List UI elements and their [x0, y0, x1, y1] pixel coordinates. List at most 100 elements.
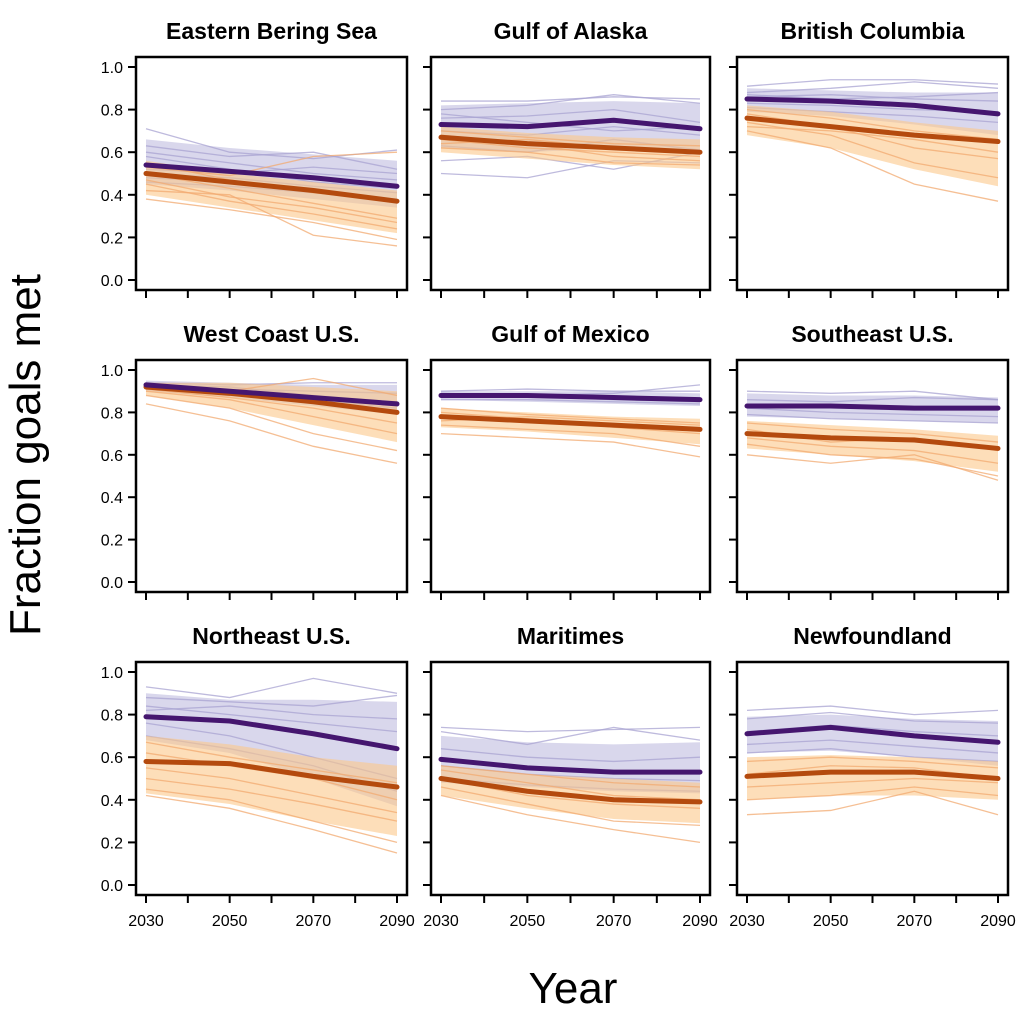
sim-line-high	[746, 407, 999, 418]
sim-line-low	[145, 788, 398, 844]
y-tick-label: 0.2	[101, 230, 123, 247]
y-tick-label: 0.0	[101, 575, 123, 592]
sim-line-high	[145, 705, 398, 720]
plot-area	[143, 677, 400, 854]
mean-line-high	[438, 756, 703, 775]
sim-line-high	[746, 94, 999, 102]
panel: Eastern Bering Sea 0.0 0.2 0.4 0.6 0.8 1.0	[101, 18, 409, 298]
sim-line-low	[145, 403, 398, 464]
sim-line-low	[440, 424, 701, 447]
sim-line-low	[746, 437, 999, 464]
y-tick-label: 0.6	[101, 448, 123, 465]
plot-area	[143, 128, 400, 247]
y-tick-label: 0.2	[101, 835, 123, 852]
sim-line-low	[145, 777, 398, 822]
sim-line-low	[440, 147, 701, 166]
sim-line-high	[145, 677, 398, 699]
sim-line-high	[441, 96, 701, 102]
mean-line-low	[143, 171, 400, 204]
panel-title: Newfoundland	[793, 623, 951, 649]
mean-line-low	[438, 776, 703, 805]
sim-line-high	[746, 739, 999, 754]
mean-line-low	[744, 431, 1001, 451]
plot-area	[744, 79, 1001, 202]
sim-line-low	[440, 407, 701, 424]
panel-title: Northeast U.S.	[192, 623, 350, 649]
mean-line-high	[744, 403, 1001, 411]
sim-line-low	[746, 777, 999, 788]
panel: Newfoundland 2030 2050 2070 2090	[729, 623, 1016, 930]
y-tick-label: 0.4	[101, 188, 123, 205]
sim-line-low	[145, 198, 398, 241]
sim-line-low	[145, 394, 398, 452]
sim-line-low	[746, 125, 999, 153]
mean-line-high	[744, 96, 1001, 117]
x-tick-label: 2070	[897, 913, 933, 930]
y-tick-label: 0.0	[101, 878, 123, 895]
plot-area	[438, 94, 703, 179]
sim-line-high	[746, 91, 999, 100]
x-tick-label: 2090	[379, 913, 415, 930]
y-tick-label: 0.8	[101, 708, 123, 725]
sim-line-high	[746, 396, 999, 403]
sim-line-high	[440, 726, 701, 746]
band-low	[747, 420, 998, 472]
panel-title: Gulf of Alaska	[494, 18, 648, 44]
mean-line-low	[744, 115, 1001, 145]
sim-line-low	[440, 786, 701, 827]
mean-line-high	[744, 724, 1001, 745]
sim-line-high	[440, 108, 701, 124]
sim-line-low	[440, 432, 701, 458]
sim-line-high	[145, 151, 398, 181]
sim-line-low	[746, 108, 999, 141]
y-tick-label: 0.2	[101, 533, 123, 550]
y-tick-label: 0.8	[101, 405, 123, 422]
x-tick-label: 2070	[296, 913, 332, 930]
plot-area	[744, 390, 1001, 481]
sim-line-high	[746, 81, 999, 94]
panel: Southeast U.S.	[729, 321, 1010, 600]
x-tick-label: 2030	[729, 913, 765, 930]
sim-line-low	[145, 183, 398, 230]
sim-line-low	[746, 756, 999, 769]
panel: Maritimes 2030 2050 2070 2090	[423, 623, 718, 930]
sim-line-low	[440, 794, 701, 844]
y-axis-title: Fraction goals met	[1, 274, 50, 636]
sim-line-high	[440, 388, 700, 392]
sim-line-high	[746, 711, 999, 724]
mean-line-high	[143, 382, 400, 407]
mean-line-high	[438, 117, 703, 132]
panel-title: Eastern Bering Sea	[166, 18, 377, 44]
mean-line-low	[143, 758, 400, 790]
sim-line-high	[440, 94, 701, 111]
x-tick-label: 2030	[423, 913, 459, 930]
sim-line-low	[746, 130, 999, 202]
sim-line-high	[440, 748, 701, 763]
x-tick-label: 2090	[682, 913, 718, 930]
y-tick-label: 1.0	[101, 363, 123, 380]
x-tick-label: 2070	[596, 913, 632, 930]
sim-line-low	[145, 172, 398, 219]
sim-line-low	[746, 786, 999, 801]
y-tick-label: 1.0	[101, 60, 123, 77]
plot-area	[438, 726, 703, 844]
y-tick-label: 0.4	[101, 490, 123, 507]
mean-line-high	[143, 714, 400, 752]
sim-line-low	[145, 767, 398, 814]
sim-line-high	[746, 413, 999, 424]
plot-area	[744, 705, 1001, 816]
panel-title: Southeast U.S.	[791, 321, 953, 347]
mean-line-high	[143, 162, 400, 189]
sim-line-low	[145, 741, 398, 784]
sim-line-low	[746, 422, 999, 443]
y-tick-label: 0.6	[101, 145, 123, 162]
sim-line-high	[441, 399, 701, 405]
y-tick-label: 0.6	[101, 750, 123, 767]
sim-line-high	[746, 79, 999, 87]
panel: West Coast U.S. 0.0 0.2 0.4 0.6 0.8 1.0	[101, 321, 409, 600]
sim-line-low	[145, 388, 398, 424]
panel-title: Gulf of Mexico	[491, 321, 649, 347]
y-tick-label: 0.0	[101, 273, 123, 290]
y-tick-label: 0.8	[101, 103, 123, 120]
